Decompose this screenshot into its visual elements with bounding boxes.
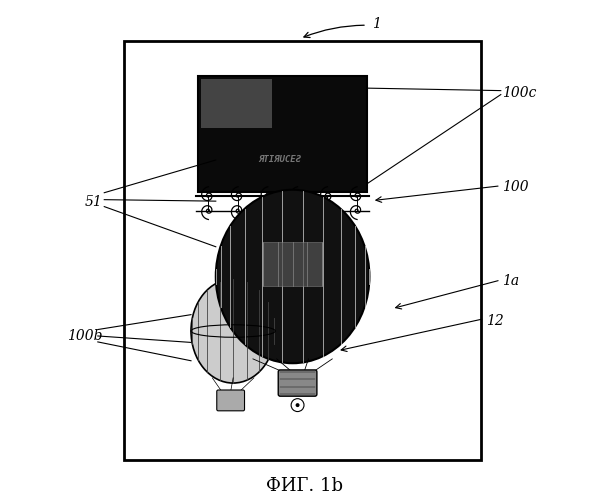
FancyBboxPatch shape	[278, 370, 317, 396]
Text: 12: 12	[486, 314, 504, 328]
Text: ФИГ. 1b: ФИГ. 1b	[267, 477, 343, 495]
Ellipse shape	[216, 190, 370, 363]
Bar	[124, 41, 481, 460]
Bar	[263, 242, 322, 286]
Bar	[198, 76, 367, 192]
Circle shape	[291, 399, 304, 412]
Bar	[201, 79, 271, 128]
Text: 100c: 100c	[502, 86, 537, 100]
Circle shape	[296, 403, 300, 407]
Text: 100b: 100b	[67, 329, 102, 343]
Text: ЯTIЯUCEƧ: ЯTIЯUCEƧ	[258, 155, 301, 164]
Text: 1a: 1a	[502, 274, 519, 288]
Text: 51: 51	[84, 195, 102, 209]
Text: 100: 100	[502, 180, 529, 194]
Text: 1: 1	[373, 16, 381, 31]
FancyBboxPatch shape	[217, 390, 245, 411]
Ellipse shape	[191, 279, 275, 383]
